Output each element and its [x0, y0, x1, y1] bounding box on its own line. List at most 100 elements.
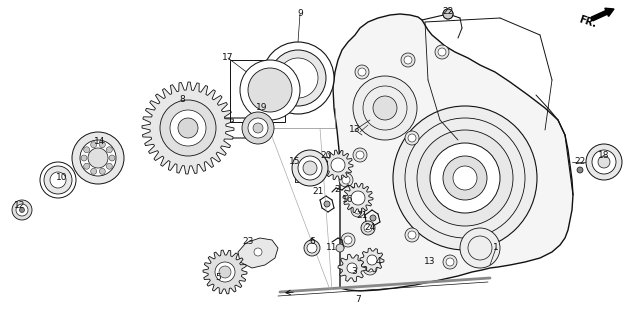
Circle shape	[242, 112, 274, 144]
Circle shape	[106, 163, 113, 169]
Circle shape	[586, 144, 622, 180]
Circle shape	[443, 255, 457, 269]
Circle shape	[417, 130, 513, 226]
Text: 8: 8	[179, 95, 185, 105]
Circle shape	[72, 132, 124, 184]
Circle shape	[443, 156, 487, 200]
Text: 2: 2	[334, 185, 340, 195]
Circle shape	[592, 150, 616, 174]
Text: 24: 24	[364, 223, 376, 232]
Circle shape	[405, 228, 419, 242]
Circle shape	[577, 167, 583, 173]
Circle shape	[254, 248, 262, 256]
Text: 23: 23	[243, 237, 253, 247]
Circle shape	[367, 255, 377, 265]
Circle shape	[361, 221, 375, 235]
Text: 3: 3	[351, 268, 357, 276]
Circle shape	[355, 65, 369, 79]
Circle shape	[363, 261, 377, 275]
Circle shape	[50, 172, 66, 188]
Circle shape	[370, 215, 376, 221]
Circle shape	[354, 206, 362, 214]
Text: 6: 6	[309, 237, 315, 247]
Circle shape	[351, 191, 365, 205]
Circle shape	[170, 110, 206, 146]
Circle shape	[460, 228, 500, 268]
Circle shape	[99, 142, 106, 148]
Circle shape	[353, 76, 417, 140]
Polygon shape	[343, 183, 373, 213]
Text: 9: 9	[297, 10, 303, 18]
Text: 7: 7	[355, 295, 361, 305]
Circle shape	[438, 48, 446, 56]
Circle shape	[106, 147, 113, 153]
Circle shape	[393, 106, 537, 250]
Circle shape	[336, 244, 344, 252]
Text: 20: 20	[320, 151, 332, 159]
Text: 1: 1	[493, 243, 499, 253]
FancyArrow shape	[591, 8, 614, 21]
Text: 22: 22	[574, 158, 586, 166]
Circle shape	[12, 200, 32, 220]
Circle shape	[331, 158, 345, 172]
Circle shape	[44, 166, 72, 194]
Circle shape	[160, 100, 216, 156]
Text: FR.: FR.	[578, 15, 598, 29]
Circle shape	[303, 161, 317, 175]
Bar	[230, 60, 285, 122]
Circle shape	[84, 147, 90, 153]
Circle shape	[84, 163, 90, 169]
Circle shape	[339, 173, 353, 187]
Circle shape	[356, 151, 364, 159]
Polygon shape	[238, 238, 278, 268]
Circle shape	[262, 42, 334, 114]
Text: 16: 16	[342, 196, 354, 204]
Circle shape	[408, 134, 416, 142]
Circle shape	[215, 262, 235, 282]
Circle shape	[307, 243, 317, 253]
Circle shape	[405, 131, 419, 145]
Text: 18: 18	[598, 151, 610, 159]
Circle shape	[248, 68, 292, 112]
Circle shape	[366, 264, 374, 272]
Text: 22: 22	[442, 8, 454, 16]
Polygon shape	[203, 250, 247, 294]
Text: 5: 5	[215, 274, 221, 282]
Circle shape	[19, 208, 24, 212]
Circle shape	[80, 140, 116, 176]
Text: 12: 12	[14, 200, 26, 210]
Circle shape	[253, 123, 263, 133]
Circle shape	[446, 258, 454, 266]
Circle shape	[344, 236, 352, 244]
Circle shape	[353, 148, 367, 162]
Text: 11: 11	[326, 243, 338, 253]
Circle shape	[270, 50, 326, 106]
Circle shape	[364, 224, 372, 232]
Circle shape	[81, 155, 87, 161]
Circle shape	[292, 150, 328, 186]
Circle shape	[278, 58, 318, 98]
Text: 19: 19	[256, 103, 268, 113]
Circle shape	[373, 96, 397, 120]
Polygon shape	[323, 150, 353, 180]
Text: 10: 10	[56, 173, 68, 183]
Text: 17: 17	[222, 54, 234, 62]
Circle shape	[347, 263, 357, 273]
Circle shape	[342, 176, 350, 184]
Text: 21: 21	[312, 187, 324, 197]
Circle shape	[341, 233, 355, 247]
Circle shape	[430, 143, 500, 213]
Circle shape	[598, 156, 610, 168]
Polygon shape	[338, 254, 366, 282]
Circle shape	[240, 60, 300, 120]
Circle shape	[99, 168, 106, 174]
Circle shape	[88, 148, 108, 168]
Text: 13: 13	[349, 126, 361, 134]
Circle shape	[404, 56, 412, 64]
Circle shape	[248, 118, 268, 138]
Circle shape	[109, 155, 115, 161]
Circle shape	[178, 118, 198, 138]
Circle shape	[443, 9, 453, 19]
Circle shape	[408, 231, 416, 239]
Circle shape	[304, 240, 320, 256]
